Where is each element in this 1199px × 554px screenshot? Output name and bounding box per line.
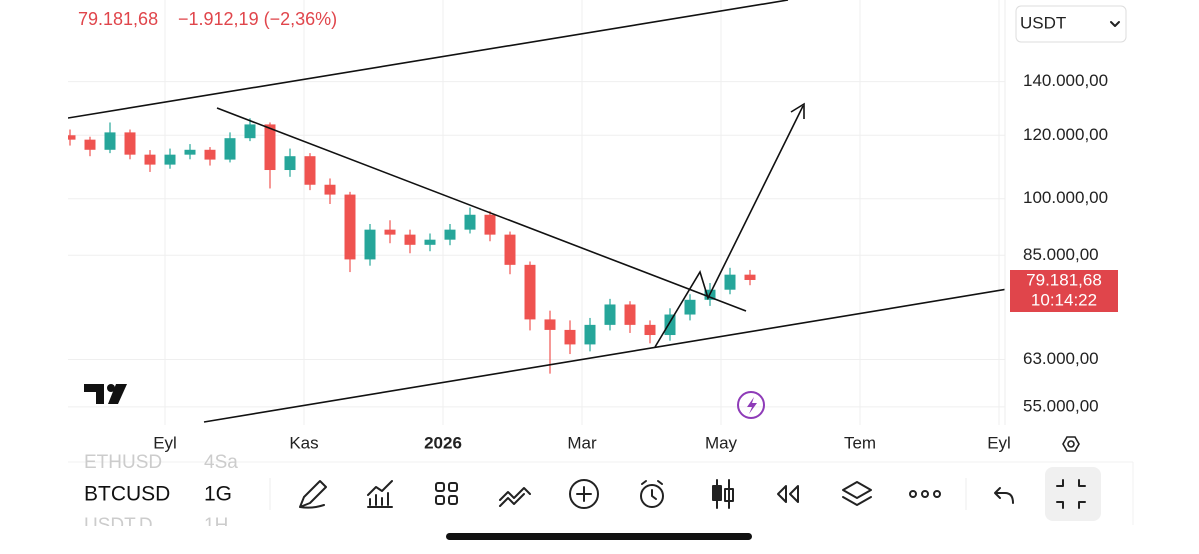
collapse-icon bbox=[1056, 479, 1086, 509]
candle-body bbox=[444, 229, 456, 240]
x-tick-label: Mar bbox=[567, 433, 597, 452]
y-tick-label: 85.000,00 bbox=[1023, 245, 1099, 264]
exit-fullscreen[interactable] bbox=[1045, 467, 1101, 521]
candle-body bbox=[604, 304, 616, 325]
projection-arrow bbox=[654, 105, 804, 348]
x-tick-label: May bbox=[705, 433, 738, 452]
candle-body bbox=[364, 229, 376, 260]
x-tick-label: Eyl bbox=[987, 433, 1011, 452]
axis-settings[interactable] bbox=[1062, 436, 1080, 452]
x-tick-label: Kas bbox=[289, 433, 318, 452]
candle-body bbox=[564, 329, 576, 345]
y-tick-label: 55.000,00 bbox=[1023, 396, 1099, 415]
candle-body bbox=[244, 124, 256, 139]
layouts[interactable] bbox=[435, 482, 458, 505]
candle-body bbox=[124, 132, 136, 155]
currency-label: USDT bbox=[1020, 13, 1066, 32]
alert-button[interactable] bbox=[737, 391, 765, 419]
candle-body bbox=[284, 156, 296, 171]
candle-body bbox=[504, 234, 516, 265]
x-tick-label: Eyl bbox=[153, 433, 177, 452]
watch-interval: 1H bbox=[204, 515, 228, 536]
price-change: −1.912,19 (−2,36%) bbox=[178, 9, 337, 29]
badge-timer: 10:14:22 bbox=[1031, 290, 1097, 309]
candle-body bbox=[164, 154, 176, 165]
watch-symbol: USDT.D bbox=[84, 515, 153, 536]
downtrend-line bbox=[216, 107, 747, 312]
drawings bbox=[68, 0, 1005, 423]
badge-price: 79.181,68 bbox=[1026, 270, 1102, 289]
candle-body bbox=[524, 264, 536, 320]
candle-body bbox=[264, 124, 276, 171]
draw-tool[interactable] bbox=[299, 480, 327, 509]
chart-style[interactable] bbox=[712, 479, 734, 509]
y-tick-label: 120.000,00 bbox=[1023, 125, 1108, 144]
candle-body bbox=[204, 149, 216, 160]
x-tick-label: Tem bbox=[844, 433, 876, 452]
y-tick-label: 100.000,00 bbox=[1023, 188, 1108, 207]
layers[interactable] bbox=[842, 481, 872, 506]
replay[interactable] bbox=[777, 485, 799, 503]
arrow-head bbox=[790, 102, 805, 119]
candle-body bbox=[724, 274, 736, 290]
candles bbox=[68, 118, 756, 374]
candle-body bbox=[424, 239, 436, 245]
interval: 1G bbox=[204, 483, 232, 506]
home-indicator bbox=[446, 533, 752, 540]
candle-body bbox=[384, 229, 396, 235]
y-tick-label: 140.000,00 bbox=[1023, 71, 1108, 90]
watch-symbol: ETHUSD bbox=[84, 452, 162, 473]
candle-body bbox=[404, 234, 416, 245]
candle-body bbox=[744, 274, 756, 280]
symbol-picker[interactable]: ETHUSD 4Sa BTCUSD 1G USDT.D 1H bbox=[84, 452, 238, 536]
candle-body bbox=[224, 138, 236, 160]
candle-body bbox=[144, 154, 156, 165]
channel-bottom bbox=[203, 288, 1005, 423]
candle-body bbox=[644, 324, 656, 336]
candle-body bbox=[68, 135, 76, 140]
indicators[interactable] bbox=[367, 480, 393, 508]
grid bbox=[68, 0, 1005, 425]
candle-body bbox=[104, 132, 116, 150]
candle-body bbox=[344, 194, 356, 260]
candle-body bbox=[184, 149, 196, 155]
more[interactable] bbox=[909, 490, 941, 498]
x-tick-label: 2026 bbox=[424, 433, 462, 452]
candle-body bbox=[464, 214, 476, 230]
candle-body bbox=[684, 299, 696, 315]
channel-top bbox=[68, 0, 789, 119]
alerts[interactable] bbox=[640, 480, 664, 508]
candle-body bbox=[624, 304, 636, 325]
watch-interval: 4Sa bbox=[204, 452, 238, 473]
candle-body bbox=[324, 184, 336, 195]
currency-select[interactable] bbox=[1015, 5, 1127, 43]
candle-body bbox=[304, 156, 316, 185]
add[interactable] bbox=[569, 479, 599, 509]
candle-body bbox=[544, 319, 556, 330]
candle-body bbox=[584, 324, 596, 345]
candle-body bbox=[84, 139, 96, 150]
lightning-icon bbox=[747, 397, 757, 414]
y-tick-label: 63.000,00 bbox=[1023, 349, 1099, 368]
price-badge bbox=[1010, 270, 1118, 312]
compare[interactable] bbox=[499, 487, 531, 507]
logo bbox=[84, 384, 127, 404]
last-price: 79.181,68 bbox=[78, 9, 158, 29]
candle-body bbox=[664, 314, 676, 336]
symbol: BTCUSD bbox=[84, 483, 170, 506]
undo[interactable] bbox=[994, 487, 1014, 504]
candle-body bbox=[484, 214, 496, 235]
dropdown-caret bbox=[1110, 21, 1120, 27]
